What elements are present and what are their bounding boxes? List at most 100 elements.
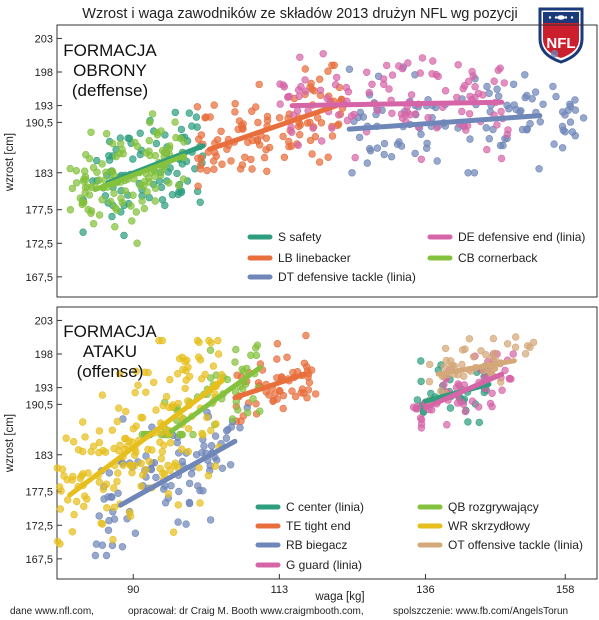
data-point-dt	[493, 85, 501, 93]
data-point-lb	[255, 80, 263, 89]
footer-source: dane www.nfl.com,	[10, 606, 94, 617]
data-point-cb	[165, 179, 173, 187]
legend-label: DE defensive end (linia)	[458, 230, 585, 244]
data-point-s	[157, 183, 166, 192]
data-point-wr	[110, 444, 118, 453]
data-point-rb	[200, 442, 208, 450]
legend-item-s: S safety	[247, 230, 321, 244]
panel-offense-y-ticks: 203 198 193 190,5 183 177,5 172,5 167,5	[25, 315, 62, 566]
data-point-cb	[87, 128, 95, 137]
data-point-qb	[247, 351, 255, 359]
fit-line-de	[289, 99, 505, 109]
data-point-lb	[248, 165, 256, 173]
data-point-de	[497, 154, 506, 163]
data-point-wr	[214, 336, 222, 345]
data-point-ot	[521, 350, 530, 358]
y-tick-label: 190,5	[25, 117, 53, 129]
fit-line-wr	[67, 378, 225, 498]
data-point-g	[486, 399, 495, 408]
x-tick-label: 113	[271, 584, 289, 596]
data-point-te	[300, 359, 309, 367]
data-point-rb	[95, 512, 103, 520]
data-point-qb	[177, 430, 186, 439]
data-point-rb	[160, 485, 168, 493]
legend-item-qb: QB rozgrywający	[417, 500, 539, 514]
data-point-cb	[145, 136, 154, 145]
data-point-wr	[129, 425, 138, 433]
data-point-wr	[207, 339, 215, 347]
data-point-de	[344, 87, 353, 96]
data-point-cb	[166, 142, 174, 150]
data-point-wr	[203, 413, 211, 422]
data-point-de	[490, 77, 498, 85]
data-point-dt	[552, 92, 560, 101]
data-point-de	[465, 110, 474, 118]
data-point-rb	[104, 526, 113, 534]
data-point-dt	[579, 114, 588, 122]
data-point-rb	[223, 427, 231, 435]
data-point-dt	[348, 169, 356, 177]
data-point-cb	[68, 184, 77, 193]
panel-defense-ylabel: wzrost [cm]	[4, 133, 16, 192]
data-point-wr	[131, 388, 139, 397]
data-point-wr	[174, 501, 183, 509]
data-point-wr	[142, 388, 150, 396]
data-point-dt	[521, 71, 529, 79]
data-point-cb	[171, 118, 179, 126]
data-point-cb	[151, 184, 160, 192]
data-point-de	[424, 113, 432, 122]
panel-defense-fit-lines	[92, 99, 543, 193]
data-point-wr	[145, 457, 153, 466]
data-point-de	[388, 109, 396, 118]
panel-offense-frame	[56, 306, 598, 580]
data-point-de	[363, 68, 371, 77]
legend-label: TE tight end	[286, 519, 351, 533]
data-point-wr	[78, 418, 87, 426]
data-point-de	[453, 93, 461, 102]
data-point-wr	[166, 466, 174, 474]
data-point-wr	[70, 510, 78, 519]
data-point-wr	[178, 445, 186, 453]
data-point-dt	[549, 82, 557, 91]
data-point-s	[92, 156, 101, 165]
data-point-wr	[78, 447, 87, 456]
legend-item-dt: DT defensive tackle (linia)	[247, 270, 416, 284]
data-point-de	[333, 73, 341, 82]
data-point-de	[493, 121, 501, 129]
data-point-g	[459, 400, 468, 408]
data-point-wr	[152, 406, 160, 414]
nfl-logo-text: NFL	[546, 35, 575, 52]
data-point-s	[196, 198, 204, 207]
y-tick-label: 198	[35, 349, 53, 361]
data-point-qb	[244, 409, 252, 417]
data-point-te	[269, 396, 278, 405]
data-point-dt	[345, 65, 354, 73]
data-point-wr	[121, 407, 130, 416]
data-point-cb	[108, 139, 117, 148]
data-point-lb	[260, 153, 269, 162]
data-point-cb	[98, 196, 106, 204]
panel-defense: wzrost [cm] 203 198 193 190,5 183 177,5 172,5 1…	[4, 24, 598, 298]
data-point-rb	[167, 482, 175, 490]
legend-item-de: DE defensive end (linia)	[427, 230, 585, 244]
data-point-wr	[142, 466, 150, 474]
data-point-de	[398, 64, 407, 73]
nfl-logo-icon: NFL	[538, 7, 584, 64]
data-point-wr	[164, 490, 173, 498]
data-point-de	[318, 137, 326, 145]
legend-item-wr: WR skrzydłowy	[417, 519, 530, 533]
data-point-ot	[469, 353, 478, 361]
data-point-c	[417, 377, 425, 386]
data-point-wr	[119, 461, 127, 469]
data-point-ot	[477, 347, 485, 355]
data-point-dt	[417, 130, 425, 139]
legend-item-ot: OT offensive tackle (linia)	[417, 538, 583, 552]
fit-line-g	[422, 371, 505, 411]
data-point-rb	[98, 541, 107, 549]
data-point-wr	[110, 503, 119, 511]
data-point-dt	[363, 159, 371, 167]
data-point-lb	[262, 146, 270, 154]
data-point-te	[276, 387, 284, 395]
data-point-de	[294, 141, 302, 149]
data-point-dt	[387, 153, 396, 161]
